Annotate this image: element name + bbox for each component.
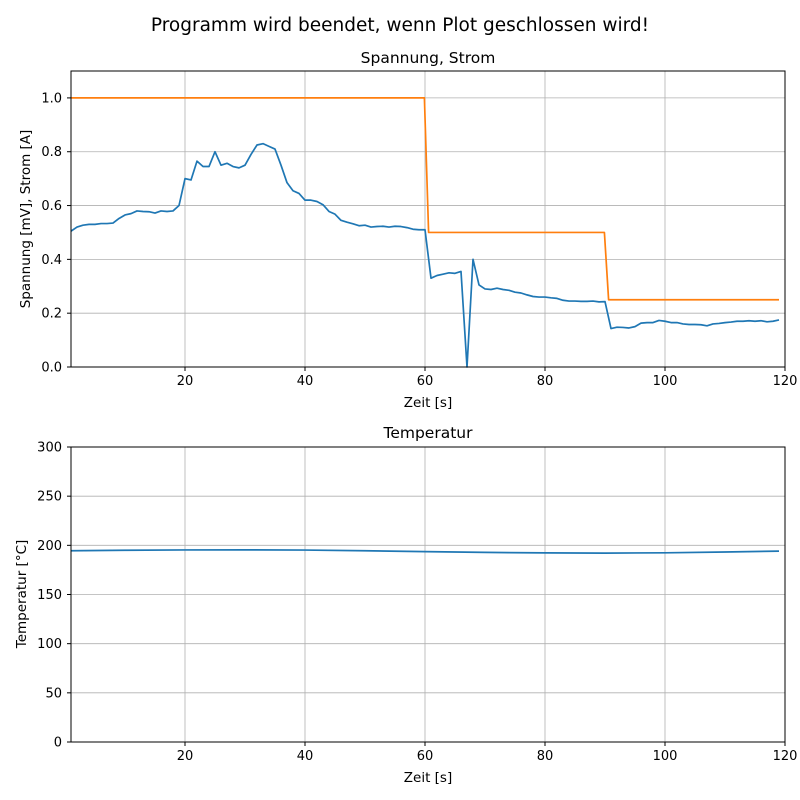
- chart-title: Spannung, Strom: [361, 49, 496, 67]
- y-axis-label: Spannung [mV], Strom [A]: [18, 130, 34, 309]
- y-axis-label: Temperatur [°C]: [14, 540, 30, 650]
- x-tick-label: 20: [177, 749, 194, 764]
- y-tick-label: 250: [37, 490, 62, 505]
- y-tick-label: 1.0: [41, 91, 62, 106]
- series-line-1: [71, 142, 780, 368]
- y-tick-label: 0.6: [41, 199, 62, 214]
- y-tick-label: 0.2: [41, 307, 62, 322]
- x-tick-label: 80: [537, 749, 554, 764]
- series-line-1: [71, 549, 780, 554]
- y-tick-label: 100: [37, 637, 62, 652]
- voltage-current-chart: Spannung, Strom Zeit [s] Spannung [mV], …: [18, 49, 797, 411]
- x-tick-label: 60: [417, 749, 434, 764]
- x-tick-label: 120: [773, 749, 798, 764]
- x-tick-label: 40: [297, 749, 314, 764]
- y-tick-label: 200: [37, 539, 62, 554]
- x-axis-label: Zeit [s]: [404, 770, 452, 786]
- y-tick-label: 0.4: [41, 253, 62, 268]
- temperature-chart: Temperatur Zeit [s] Temperatur [°C] 20 40…: [14, 424, 797, 786]
- x-axis-label: Zeit [s]: [404, 395, 452, 411]
- y-tick-label: 0.0: [41, 361, 62, 376]
- x-tick-label: 20: [177, 374, 194, 389]
- x-tick-label: 120: [773, 374, 798, 389]
- x-tick-label: 100: [653, 749, 678, 764]
- figure-suptitle: Programm wird beendet, wenn Plot geschlo…: [151, 15, 649, 36]
- x-tick-label: 60: [417, 374, 434, 389]
- axes-frame: [70, 70, 786, 368]
- series-line-2: [71, 97, 779, 301]
- y-tick-label: 0: [54, 736, 62, 751]
- y-tick-label: 50: [45, 686, 62, 701]
- x-tick-label: 40: [297, 374, 314, 389]
- chart-title: Temperatur: [383, 424, 474, 442]
- x-tick-label: 80: [537, 374, 554, 389]
- y-tick-label: 150: [37, 588, 62, 603]
- x-tick-label: 100: [653, 374, 678, 389]
- y-tick-label: 300: [37, 441, 62, 456]
- y-tick-label: 0.8: [41, 145, 62, 160]
